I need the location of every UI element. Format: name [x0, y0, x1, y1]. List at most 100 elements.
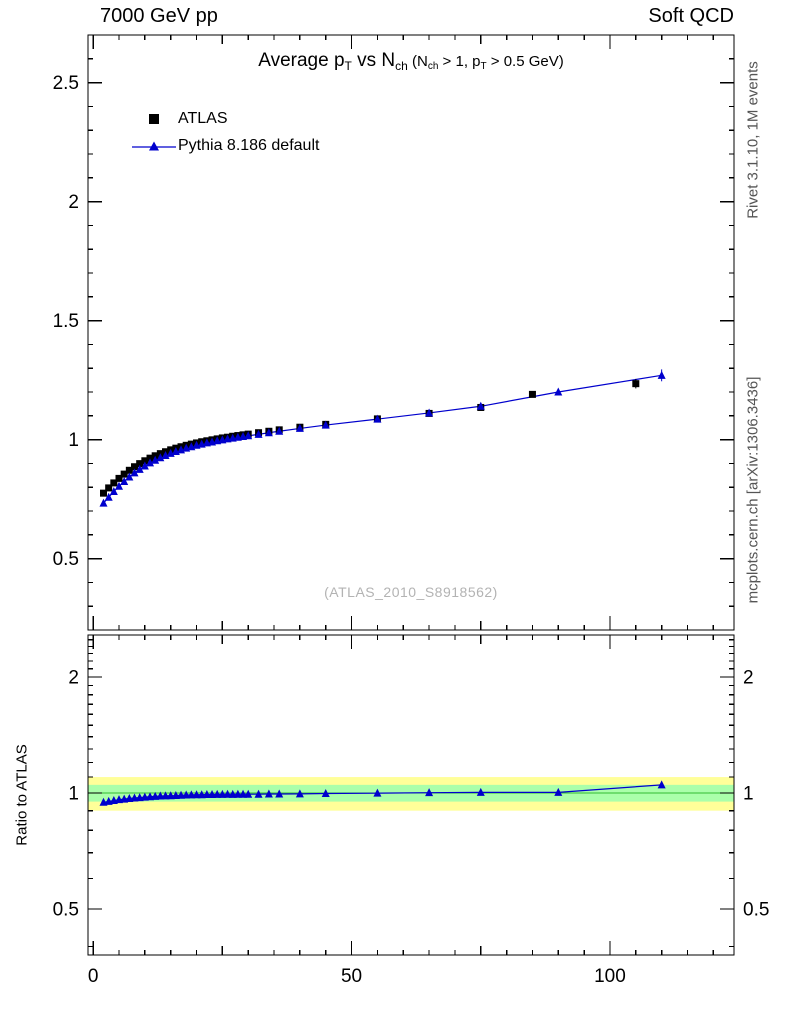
pythia-point: [295, 423, 304, 432]
ratio-point: [218, 789, 227, 798]
atlas-point: [151, 452, 159, 460]
main-ytick-label: 2: [68, 192, 79, 213]
process-group-label: Soft QCD: [648, 5, 734, 27]
ratio-point: [208, 790, 217, 799]
pythia-point: [264, 428, 273, 437]
atlas-point: [115, 474, 123, 482]
mcplots-arxiv-label: mcplots.cern.ch [arXiv:1306.3436]: [744, 376, 762, 604]
main-ytick-label: 0.5: [53, 549, 79, 570]
ratio-point: [321, 789, 330, 798]
main-ytick-label: 2.5: [53, 73, 79, 94]
axes-layer: [87, 34, 735, 956]
ratio-point: [202, 790, 211, 799]
pythia-point: [161, 451, 170, 460]
pythia-point: [373, 414, 382, 423]
ratio-point: [254, 789, 263, 798]
pythia-point: [151, 455, 160, 464]
ratio-point: [192, 790, 201, 799]
ratio-point: [228, 789, 237, 798]
pythia-point: [140, 461, 149, 470]
title-subscript: T: [480, 61, 487, 72]
legend-label-atlas: ATLAS: [178, 109, 228, 127]
atlas-point: [141, 457, 149, 465]
pythia-line: [103, 374, 662, 504]
ratio-ytick-label-right: 2: [743, 667, 754, 688]
analysis-id-watermark: (ATLAS_2010_S8918562): [324, 584, 498, 600]
ratio-point: [373, 788, 382, 797]
ratio-ytick-label-left: 0.5: [53, 900, 79, 921]
ratio-point: [213, 789, 222, 798]
pythia-point: [104, 492, 113, 501]
pythia-triangle-line-marker-icon: [130, 140, 178, 152]
xtick-label: 0: [88, 966, 99, 987]
pythia-point: [321, 420, 330, 429]
atlas-square-marker-icon: [130, 113, 178, 124]
pythia-point: [99, 498, 108, 507]
atlas-point: [110, 479, 118, 487]
xtick-label: 50: [341, 966, 362, 987]
legend: ATLAS Pythia 8.186 default: [130, 105, 319, 159]
atlas-point: [632, 380, 640, 388]
ratio-point: [295, 789, 304, 798]
title-text: > 1, p: [438, 53, 481, 70]
atlas-point: [146, 454, 154, 462]
data-layer: [99, 369, 666, 806]
tick-labels: 0.5 1 1.5 2 2.5 2 2 1 1 0.5 0.5 0 50 100: [53, 73, 770, 987]
pythia-point: [125, 472, 134, 481]
pythia-point: [135, 464, 144, 473]
ratio-point: [233, 789, 242, 798]
legend-label-pythia: Pythia 8.186 default: [178, 136, 320, 154]
xtick-label: 100: [594, 966, 626, 987]
main-ytick-label: 1: [68, 430, 79, 451]
title-subscript: ch: [427, 61, 439, 72]
pythia-point: [425, 408, 434, 417]
title-text: vs N: [351, 50, 396, 71]
ratio-point: [275, 789, 284, 798]
title-subscript: T: [344, 59, 352, 73]
ratio-ytick-label-left: 2: [68, 667, 79, 688]
ratio-point: [657, 780, 666, 789]
pythia-point: [244, 431, 253, 440]
rivet-version-label: Rivet 3.1.10, 1M events: [744, 61, 762, 219]
ratio-point: [197, 790, 206, 799]
pythia-point: [554, 387, 563, 396]
atlas-point: [125, 466, 133, 474]
pythia-point: [156, 453, 165, 462]
ratio-point: [264, 789, 273, 798]
ratio-point: [239, 789, 248, 798]
atlas-point: [131, 463, 139, 471]
ratio-axis-label: Ratio to ATLAS: [13, 744, 31, 846]
pythia-point: [657, 370, 666, 379]
title-text: Average p: [258, 50, 345, 71]
pythia-point: [254, 429, 263, 438]
ratio-point: [161, 791, 170, 800]
title-text: (N: [407, 53, 428, 70]
pythia-point: [120, 476, 129, 485]
plot-title: Average pT vs Nch (Nch > 1, pT > 0.5 GeV…: [88, 50, 734, 73]
ratio-ytick-label-right: 1: [743, 784, 754, 805]
ratio-point: [187, 790, 196, 799]
pythia-point: [115, 481, 124, 490]
ratio-point: [177, 790, 186, 799]
pythia-point: [109, 486, 118, 495]
ratio-point: [156, 791, 165, 800]
ratio-point: [425, 788, 434, 797]
pythia-point: [146, 458, 155, 467]
main-ytick-label: 1.5: [53, 311, 79, 332]
ratio-point: [476, 787, 485, 796]
ratio-frame: [87, 634, 735, 956]
ratio-point: [554, 787, 563, 796]
pythia-point: [476, 401, 485, 410]
atlas-point: [136, 460, 144, 468]
pythia-point: [275, 426, 284, 435]
ratio-point: [182, 790, 191, 799]
atlas-point: [100, 489, 108, 497]
ratio-ytick-label-right: 0.5: [743, 900, 769, 921]
legend-item-pythia: Pythia 8.186 default: [130, 132, 319, 159]
atlas-point: [105, 484, 113, 492]
ratio-point: [223, 789, 232, 798]
ratio-ytick-label-left: 1: [68, 784, 79, 805]
main-frame: [87, 34, 735, 631]
pythia-point: [130, 468, 139, 477]
